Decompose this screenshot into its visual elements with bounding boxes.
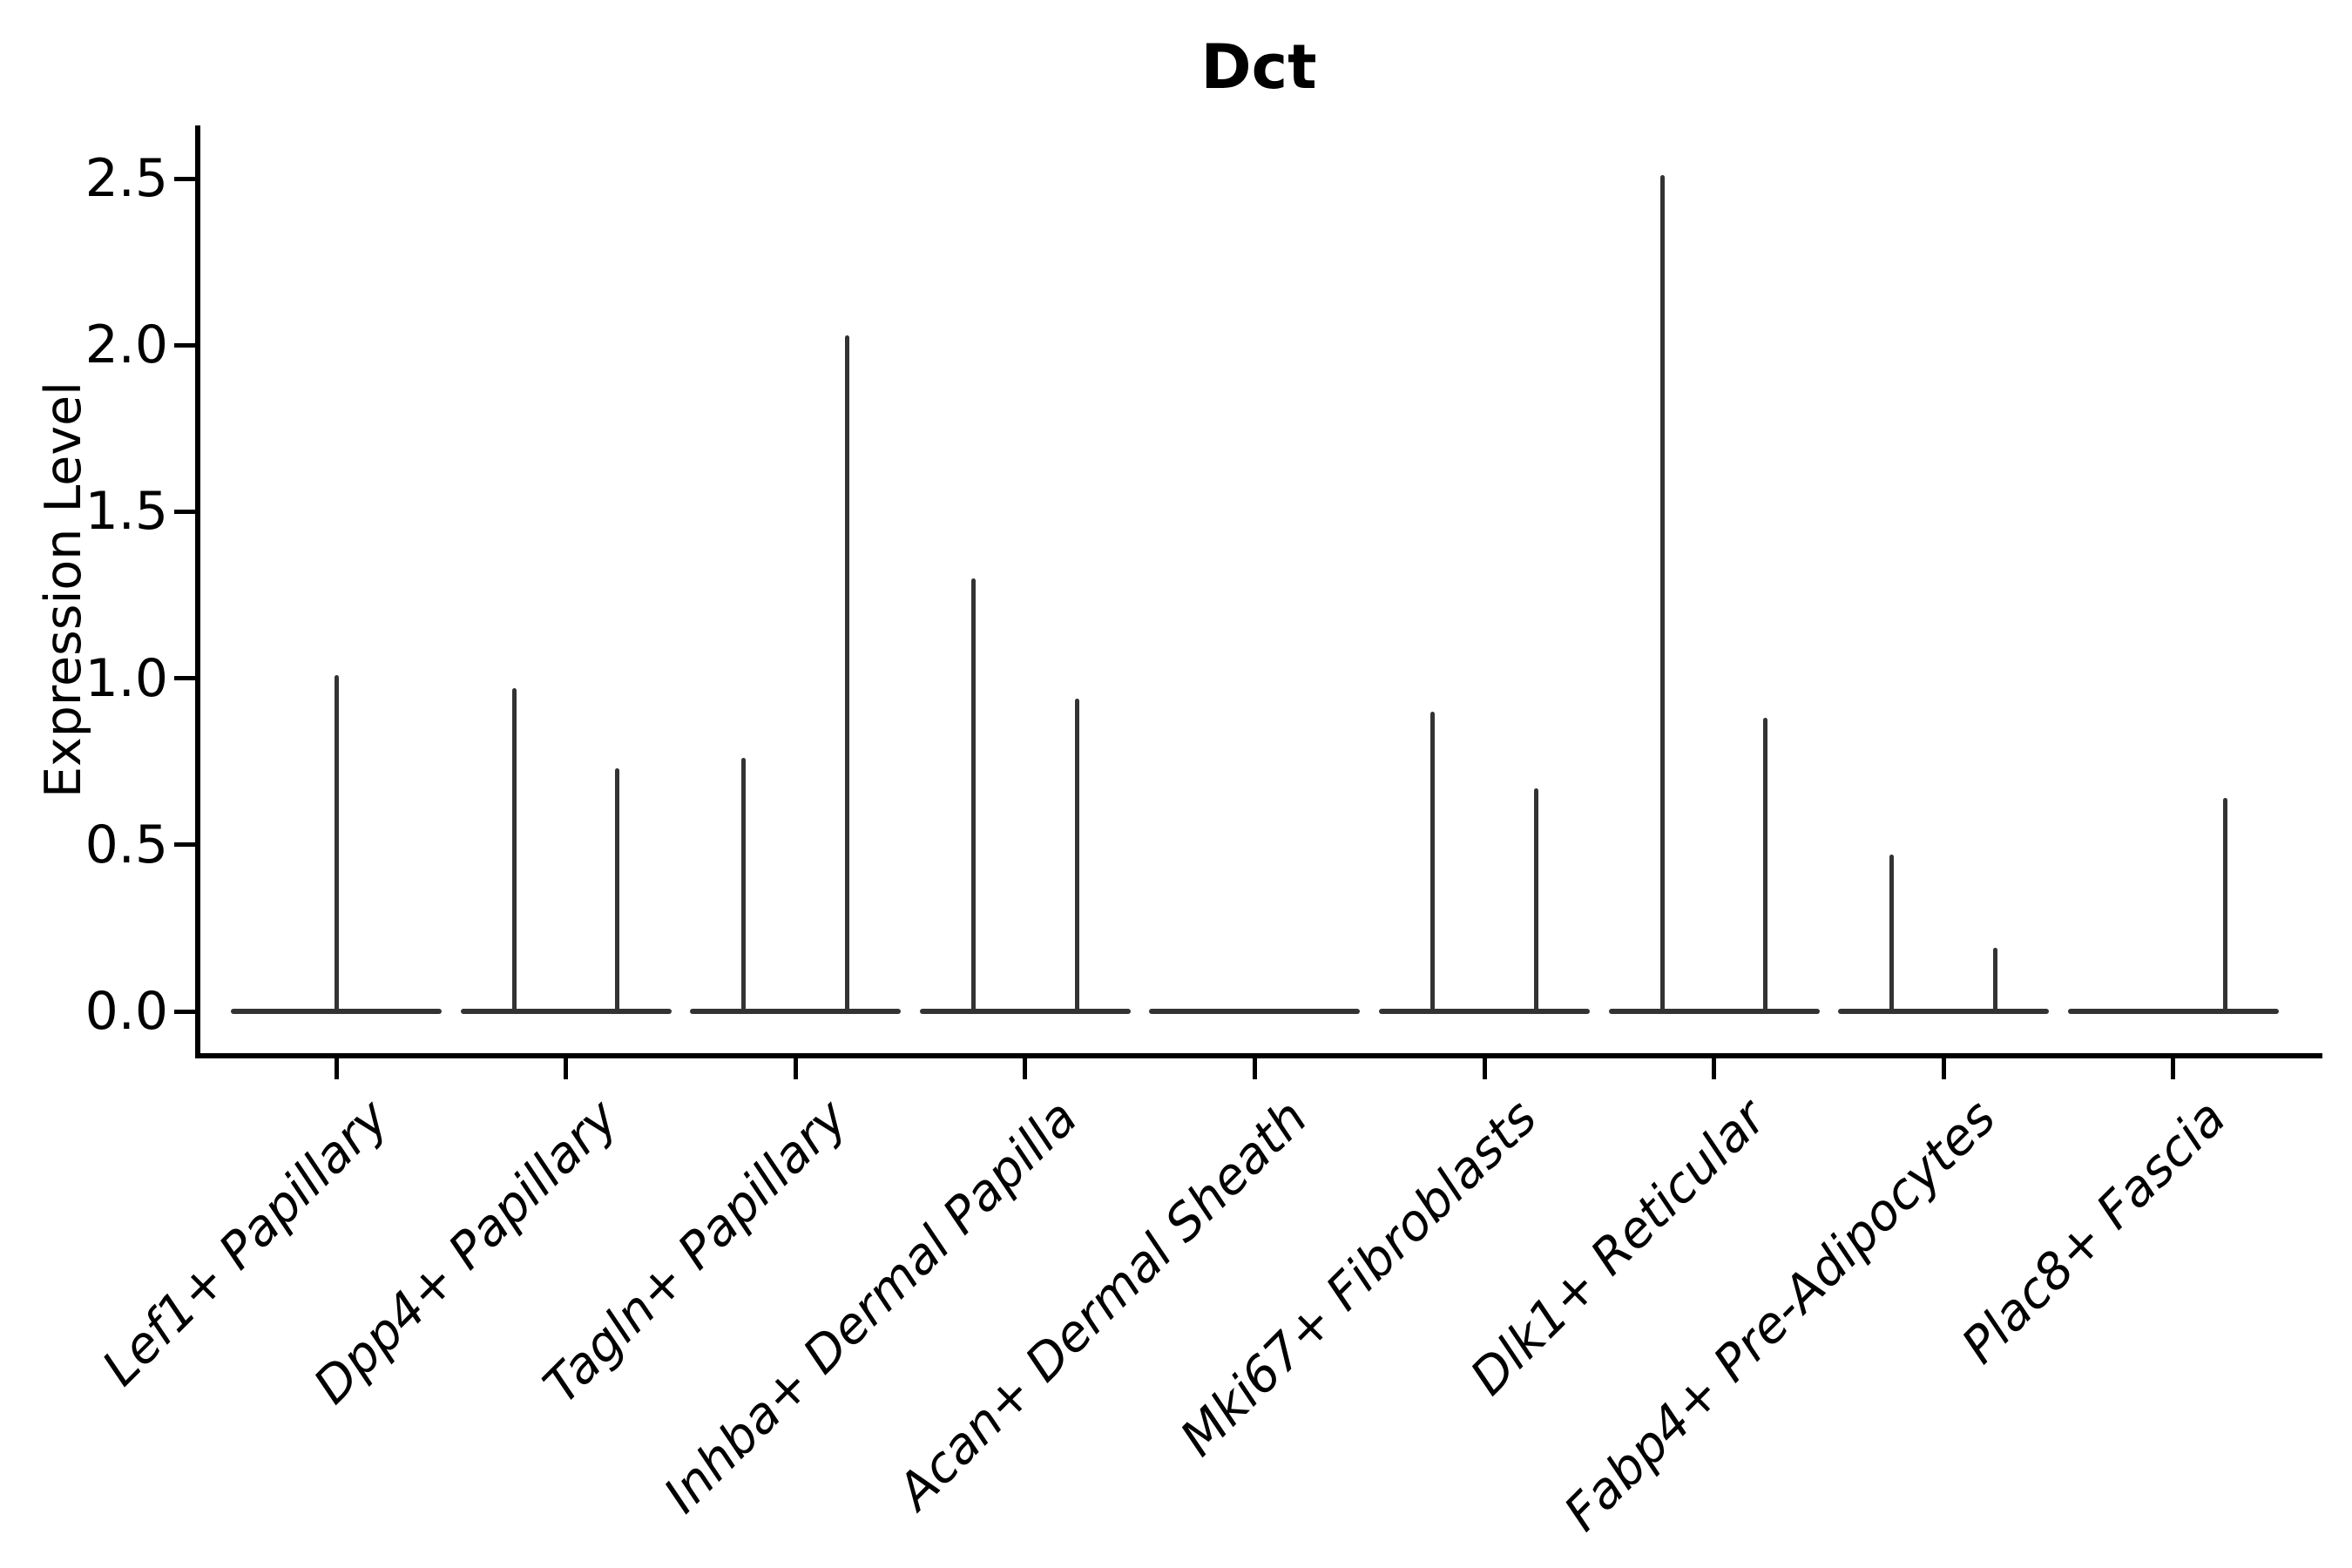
x-tick (334, 1058, 339, 1079)
violin-spike (511, 688, 517, 1014)
y-tick (174, 676, 198, 681)
y-tick (174, 176, 198, 181)
violin-baseline (919, 1009, 1131, 1014)
violin-spike (741, 758, 747, 1014)
y-tick (174, 1009, 198, 1014)
violin-baseline (1838, 1009, 2050, 1014)
violin-spike (2222, 798, 2227, 1014)
y-tick (174, 342, 198, 348)
x-tick (1482, 1058, 1487, 1079)
violin-spike (1659, 175, 1665, 1014)
x-tick (1712, 1058, 1717, 1079)
violin-baseline (460, 1009, 672, 1014)
y-axis-label: Expression Level (35, 382, 92, 798)
x-tick (1252, 1058, 1257, 1079)
y-tick (174, 509, 198, 514)
y-tick-label: 1.0 (84, 647, 168, 709)
violin-spike (334, 674, 339, 1014)
y-tick-label: 1.5 (84, 481, 168, 543)
violin-baseline (1608, 1009, 1820, 1014)
y-tick-label: 2.5 (84, 148, 168, 209)
violin-spike (845, 335, 849, 1014)
violin-spike (970, 578, 976, 1014)
x-tick-label: Fabp4+ Pre-Adipocytes (1553, 1089, 2007, 1543)
y-tick-label: 0.0 (84, 981, 168, 1042)
violin-baseline (690, 1009, 902, 1014)
violin-spike (1430, 711, 1436, 1014)
violin-baseline (1149, 1009, 1361, 1014)
x-tick (1023, 1058, 1028, 1079)
y-tick-label: 0.5 (84, 814, 168, 875)
y-tick-label: 2.0 (84, 314, 168, 376)
x-axis-spine (195, 1053, 2322, 1058)
x-tick-label: Acan+ Dermal Sheath (886, 1089, 1319, 1521)
x-tick (793, 1058, 798, 1079)
y-tick (174, 842, 198, 848)
plot-title: Dct (1200, 31, 1317, 103)
violin-spike (1993, 948, 1997, 1014)
violin-spike (1889, 855, 1895, 1014)
violin-spike (615, 767, 620, 1014)
violin-spike (1074, 698, 1079, 1014)
violin-spike (1763, 718, 1768, 1014)
x-tick (1941, 1058, 1946, 1079)
violin-baseline (2067, 1009, 2279, 1014)
violin-spike (1533, 787, 1538, 1014)
x-tick (564, 1058, 569, 1079)
x-tick (2171, 1058, 2176, 1079)
violin-baseline (1379, 1009, 1590, 1014)
y-axis-spine (195, 125, 200, 1058)
x-tick-label: Inhba+ Dermal Papilla (652, 1089, 1089, 1524)
